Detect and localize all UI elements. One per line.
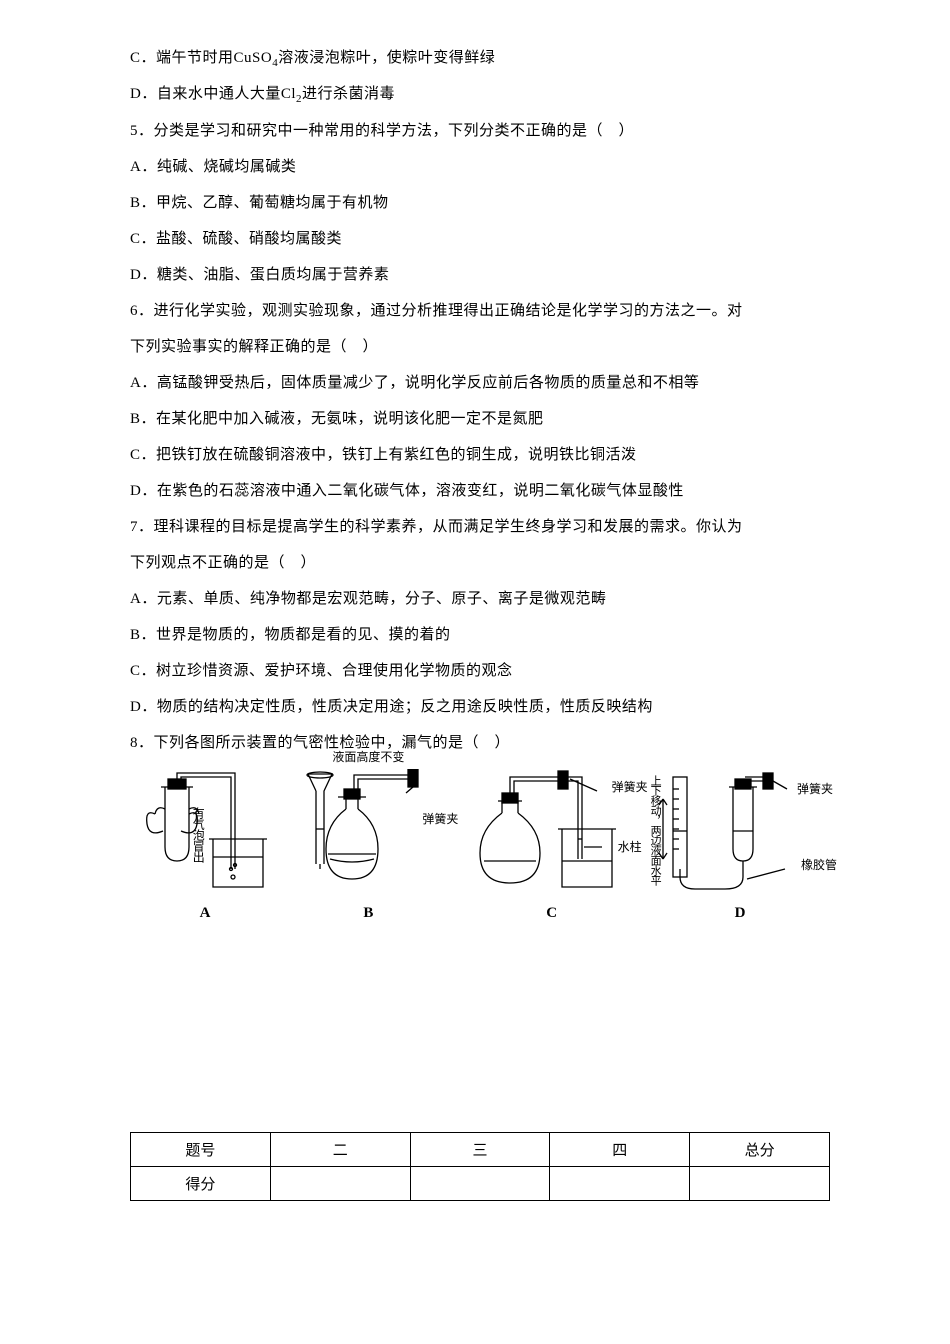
option-c-q6: C．把铁钉放在硫酸铜溶液中，铁钉上有紫红色的铜生成，说明铁比铜活泼 (130, 437, 830, 473)
apparatus-b-icon (288, 769, 448, 899)
row-label-cell: 得分 (131, 1166, 271, 1200)
header-cell: 四 (550, 1132, 690, 1166)
anno-rubber-tube: 橡胶管 (801, 859, 837, 872)
diagram-label-b: B (363, 905, 373, 922)
empty-cell (410, 1166, 550, 1200)
header-cell: 二 (270, 1132, 410, 1166)
anno-level-unchanged: 液面高度不变 (332, 751, 404, 764)
option-b-q6: B．在某化肥中加入碱液，无氨味，说明该化肥一定不是氮肥 (130, 401, 830, 437)
option-d-q7: D．物质的结构决定性质，性质决定用途；反之用途反映性质，性质反映结构 (130, 689, 830, 725)
anno-spring-clip-c: 弹簧夹 (612, 781, 648, 794)
diagram-row: 有气泡冒出 A 液面高度不变 (130, 769, 830, 922)
option-a-q6: A．高锰酸钾受热后，固体质量减少了，说明化学反应前后各物质的质量总和不相等 (130, 365, 830, 401)
empty-cell (550, 1166, 690, 1200)
anno-move-updown: 上下移动，两边液面水平 (649, 775, 661, 885)
table-row: 得分 (131, 1166, 830, 1200)
diagram-b: 液面高度不变 弹簧夹 (288, 769, 448, 922)
option-a-q5: A．纯碱、烧碱均属碱类 (130, 149, 830, 185)
header-cell: 三 (410, 1132, 550, 1166)
option-d-q4: D．自来水中通人大量Cl2进行杀菌消毒 (130, 76, 830, 112)
diagram-d: 上下移动，两边液面水平 弹簧夹 橡胶管 D (655, 769, 825, 922)
apparatus-a-icon (135, 769, 275, 899)
option-d-q6: D．在紫色的石蕊溶液中通入二氧化碳气体，溶液变红，说明二氧化碳气体显酸性 (130, 473, 830, 509)
text-tail: 溶液浸泡粽叶，使粽叶变得鲜绿 (278, 50, 495, 66)
diagram-label-c: C (546, 905, 557, 922)
anno-water-column: 水柱 (618, 841, 642, 854)
diagram-a: 有气泡冒出 A (135, 769, 275, 922)
option-b-q5: B．甲烷、乙醇、葡萄糖均属于有机物 (130, 185, 830, 221)
option-c-q5: C．盐酸、硫酸、硝酸均属酸类 (130, 221, 830, 257)
score-table: 题号 二 三 四 总分 得分 (130, 1132, 830, 1201)
option-b-q7: B．世界是物质的，物质都是看的见、摸的着的 (130, 617, 830, 653)
option-c-q7: C．树立珍惜资源、爱护环境、合理使用化学物质的观念 (130, 653, 830, 689)
question-5: 5．分类是学习和研究中一种常用的科学方法，下列分类不正确的是（ ） (130, 113, 830, 149)
text: C．端午节时用CuSO (130, 50, 272, 66)
option-a-q7: A．元素、单质、纯净物都是宏观范畴，分子、原子、离子是微观范畴 (130, 581, 830, 617)
question-8: 8．下列各图所示装置的气密性检验中，漏气的是（ ） (130, 725, 830, 761)
question-7-cont: 下列观点不正确的是（ ） (130, 545, 830, 581)
anno-spring-clip-b: 弹簧夹 (422, 813, 458, 826)
option-c-q4: C．端午节时用CuSO4溶液浸泡粽叶，使粽叶变得鲜绿 (130, 40, 830, 76)
diagram-label-d: D (735, 905, 746, 922)
empty-cell (270, 1166, 410, 1200)
option-d-q5: D．糖类、油脂、蛋白质均属于营养素 (130, 257, 830, 293)
table-row: 题号 二 三 四 总分 (131, 1132, 830, 1166)
empty-cell (690, 1166, 830, 1200)
text-tail: 进行杀菌消毒 (302, 86, 395, 102)
anno-bubbles: 有气泡冒出 (191, 807, 204, 862)
question-7: 7．理科课程的目标是提高学生的科学素养，从而满足学生终身学习和发展的需求。你认为 (130, 509, 830, 545)
header-cell: 题号 (131, 1132, 271, 1166)
question-6-cont: 下列实验事实的解释正确的是（ ） (130, 329, 830, 365)
diagram-c: 弹簧夹 水柱 C (462, 769, 642, 922)
text: D．自来水中通人大量Cl (130, 86, 296, 102)
diagram-label-a: A (200, 905, 211, 922)
anno-spring-clip-d: 弹簧夹 (797, 783, 833, 796)
question-6: 6．进行化学实验，观测实验现象，通过分析推理得出正确结论是化学学习的方法之一。对 (130, 293, 830, 329)
header-cell: 总分 (690, 1132, 830, 1166)
